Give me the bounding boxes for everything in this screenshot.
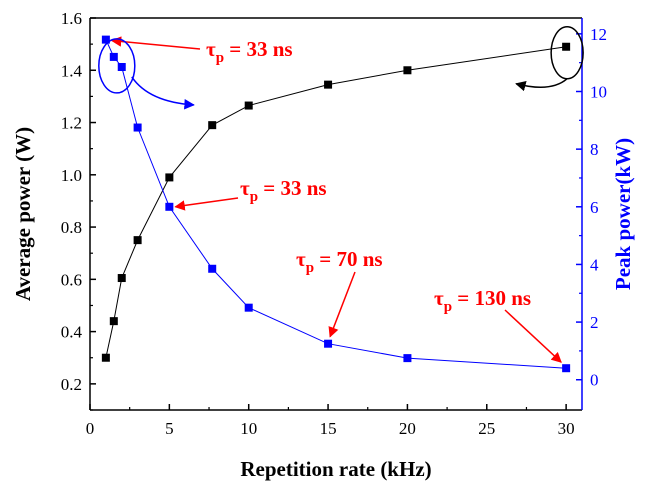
data-point-left <box>165 173 174 182</box>
data-point-left <box>562 42 571 51</box>
annotation-label-4: τp = 130 ns <box>434 286 531 315</box>
y2-tick-label: 10 <box>590 83 607 102</box>
data-point-left <box>109 317 118 326</box>
annotation-label-2: τp = 33 ns <box>240 176 327 205</box>
data-point-right <box>562 364 571 373</box>
data-point-right <box>244 303 253 312</box>
series-line-left <box>105 46 567 358</box>
y2-tick-label: 8 <box>590 140 599 159</box>
data-point-right <box>133 123 142 132</box>
y-axis-title: Average power (W) <box>11 127 35 301</box>
data-point-right <box>101 35 110 44</box>
y-tick-label: 0.4 <box>61 323 83 342</box>
y2-axis-title: Peak power(kW) <box>611 138 635 290</box>
data-point-right <box>403 354 412 363</box>
annotation-arrow-2 <box>174 197 239 211</box>
annotation-label-3: τp = 70 ns <box>296 247 383 276</box>
y2-tick-label: 6 <box>590 198 599 217</box>
data-point-right <box>165 202 174 211</box>
y-tick-label: 1.2 <box>61 114 82 133</box>
average-power-ellipse <box>550 25 584 80</box>
x-tick-label: 10 <box>240 419 257 438</box>
data-point-left <box>117 274 126 283</box>
y-tick-label: 1.4 <box>61 61 83 80</box>
x-tick-label: 5 <box>165 419 174 438</box>
y-tick-label: 1.6 <box>61 9 82 28</box>
annotation-layer: τp = 33 ns τp = 33 ns τp = 70 ns τp = 130 n… <box>98 25 584 363</box>
data-point-right <box>208 264 217 273</box>
data-point-left <box>403 66 412 75</box>
x-tick-label: 0 <box>86 419 95 438</box>
y2-tick-label: 2 <box>590 313 599 332</box>
data-point-right <box>117 63 126 71</box>
series-line-right <box>105 39 567 369</box>
data-point-left <box>133 236 142 245</box>
data-point-left <box>208 121 217 130</box>
annotation-label-1: τp = 33 ns <box>206 37 293 66</box>
x-tick-label: 30 <box>558 419 575 438</box>
annotation-arrow-3 <box>328 271 356 338</box>
x-tick-label: 25 <box>478 419 495 438</box>
y-tick-label: 0.2 <box>61 375 82 394</box>
data-point-left <box>244 101 253 110</box>
series-layer <box>101 35 571 373</box>
peak-power-axis-arrow <box>131 76 195 110</box>
x-tick-label: 20 <box>399 419 416 438</box>
y-tick-label: 0.6 <box>61 270 82 289</box>
annotation-arrow-4 <box>504 309 562 363</box>
y-tick-label: 0.8 <box>61 218 82 237</box>
y2-tick-label: 12 <box>590 25 607 44</box>
annotation-arrow-1 <box>110 36 201 50</box>
average-power-axis-arrow <box>515 78 568 92</box>
peak-power-ellipse <box>98 38 136 94</box>
x-tick-label: 15 <box>320 419 337 438</box>
y2-tick-label: 0 <box>590 371 599 390</box>
y2-tick-label: 4 <box>590 255 599 274</box>
axes-layer: 0 5 10 15 20 25 30 0.2 0.4 0.6 0.8 1.0 1.2 1.4 1.6 0 2 4 6… <box>61 9 607 438</box>
y-tick-label: 1.0 <box>61 166 82 185</box>
x-axis-title: Repetition rate (kHz) <box>240 457 431 481</box>
data-point-left <box>324 80 333 89</box>
data-point-right <box>109 52 118 61</box>
data-point-left <box>101 353 110 362</box>
data-point-right <box>324 339 333 348</box>
